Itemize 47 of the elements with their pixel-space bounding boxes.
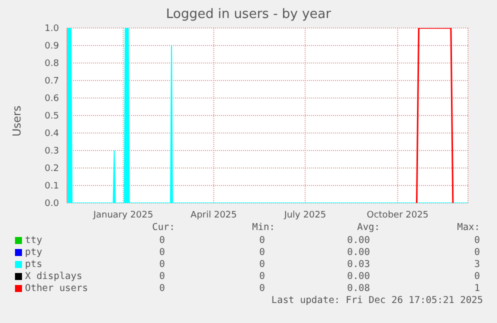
text: 0.00 xyxy=(346,247,370,258)
text: 0 xyxy=(473,235,480,246)
text: Max: xyxy=(456,222,480,233)
y-tick-label: 0.5 xyxy=(44,112,59,122)
text: 0 xyxy=(258,283,265,294)
text: 0 xyxy=(258,259,265,270)
x-tick-label: July 2025 xyxy=(283,210,326,220)
text: Min: xyxy=(251,222,275,233)
text: 1 xyxy=(473,283,480,294)
chart-title: Logged in users - by year xyxy=(164,7,332,22)
x-tick-label: April 2025 xyxy=(190,210,237,220)
y-tick-label: 0.3 xyxy=(44,146,59,157)
text: 0 xyxy=(258,235,265,246)
legend-label: pty xyxy=(25,247,42,258)
text: 0 xyxy=(158,235,165,246)
text: Last update: Fri Dec 26 17:05:21 2025 xyxy=(271,295,483,306)
text: 0 xyxy=(473,271,480,282)
legend-label: tty xyxy=(25,235,42,246)
y-tick-label: 0.2 xyxy=(44,164,59,174)
legend-label: X displays xyxy=(25,271,82,282)
y-tick-label: 1.0 xyxy=(44,24,60,34)
y-tick-label: 0.6 xyxy=(44,94,60,104)
text: 0 xyxy=(158,271,165,282)
text: 3 xyxy=(473,259,480,270)
x-tick-label: January 2025 xyxy=(92,210,154,220)
text: Cur: xyxy=(151,222,175,233)
text: 0 xyxy=(258,247,265,258)
y-tick-label: 0.4 xyxy=(44,129,60,140)
text: Avg: xyxy=(356,222,380,233)
text: 0 xyxy=(158,259,165,270)
text: 0 xyxy=(158,247,165,258)
text: 0.08 xyxy=(346,283,370,294)
y-tick-label: 0.8 xyxy=(44,59,60,70)
x-tick-label: October 2025 xyxy=(366,210,429,220)
legend-label: pts xyxy=(25,259,42,270)
y-tick-label: 0.9 xyxy=(44,42,60,52)
y-tick-label: 0.7 xyxy=(44,76,59,87)
text: 0 xyxy=(258,271,265,282)
text: 0 xyxy=(158,283,165,294)
text: 0.03 xyxy=(346,259,370,270)
y-axis-title: Users xyxy=(10,106,24,136)
text: 0 xyxy=(473,247,480,258)
legend-label: Other users xyxy=(25,283,88,294)
y-tick-label: 0.1 xyxy=(44,182,59,192)
y-tick-label: 0.0 xyxy=(44,199,60,210)
text: 0.00 xyxy=(346,235,370,246)
text: 0.00 xyxy=(346,271,370,282)
